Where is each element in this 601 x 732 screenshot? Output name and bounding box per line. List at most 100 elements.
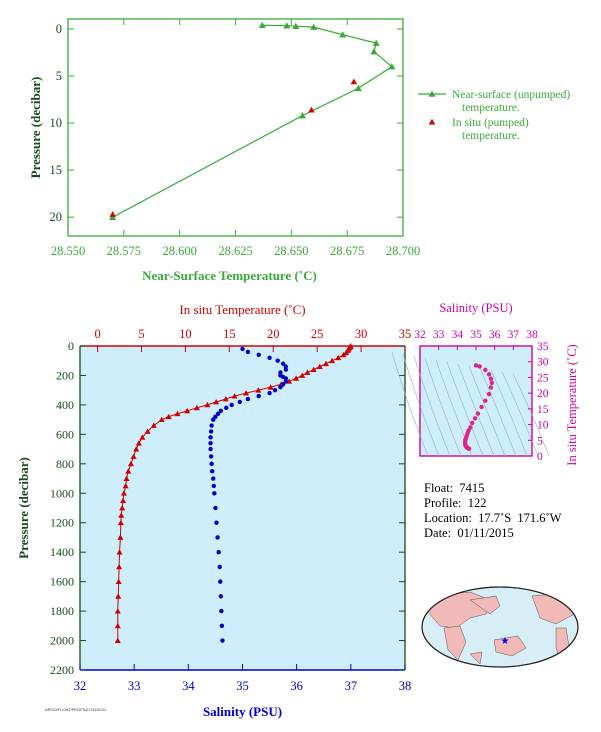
plot-area-frame [67, 18, 404, 237]
temperature-point [116, 563, 123, 570]
density-contour [512, 373, 550, 457]
near-surface-point [283, 22, 291, 29]
temp-tick-label: 25 [311, 327, 324, 341]
world-map: ★ [421, 586, 579, 668]
temperature-point [304, 369, 311, 375]
salinity-tick-label: 37 [345, 679, 358, 693]
salinity-point [217, 564, 222, 570]
ts-y-tick-label: 30 [537, 357, 549, 369]
temperature-point [267, 384, 274, 390]
pressure-tick-label: 2000 [50, 634, 74, 648]
temperature-axis-label: In situ Temperature (˚C) [179, 302, 305, 317]
pressure-tick-label: 1000 [50, 486, 74, 500]
ts-point [477, 364, 482, 369]
salinity-point [208, 454, 214, 459]
salinity-tick-label: 35 [236, 679, 249, 693]
salinity-point [208, 441, 213, 446]
temperature-point [329, 357, 336, 364]
temp-tick-label: 15 [223, 327, 236, 341]
pressure-tick-label: 1800 [50, 604, 74, 618]
density-contour [479, 367, 517, 457]
near-surface-point [388, 63, 396, 70]
temperature-point [130, 453, 137, 459]
ts-diagram-chart: 32 33 34 35 36 37 38 0 5 10 15 20 25 30 35 Salinity (PS… [391, 301, 579, 466]
pressure-tick-label: 200 [56, 368, 74, 382]
salinity-point [219, 623, 225, 629]
salinity-point [267, 390, 272, 396]
temperature-point [116, 549, 123, 555]
temperature-point [184, 407, 191, 414]
salinity-point [272, 387, 278, 393]
salinity-point [208, 435, 213, 440]
x-tick-label: 28.650 [274, 244, 308, 258]
ts-x-tick-label: 35 [470, 329, 482, 341]
ts-point [470, 420, 475, 426]
legend-label-near-surface: Near-surface (unpumped) [452, 89, 570, 101]
ts-point [486, 391, 492, 397]
y-axis-label: Pressure (decibar) [28, 77, 43, 179]
salinity-point [211, 476, 216, 481]
salinity-point [229, 402, 234, 408]
near-surface-point [339, 31, 347, 38]
temperature-point [150, 422, 157, 428]
temperature-point [114, 608, 121, 614]
salinity-point [215, 411, 221, 416]
map-land [427, 591, 578, 665]
temperature-point [335, 354, 342, 361]
plot-area [80, 346, 405, 670]
y-tick-label: 10 [50, 116, 63, 130]
salinity-point [212, 491, 217, 496]
salinity-point [209, 423, 214, 428]
density-contour [446, 361, 484, 457]
x-axis-label: Near-Surface Temperature (˚C) [142, 268, 317, 283]
profile-chart: 0 5 10 15 20 25 30 35 32 33 34 35 36 37 38 0 200 400 600 80… [16, 302, 411, 719]
salinity-point [240, 346, 245, 352]
near-surface-point [354, 84, 362, 92]
salinity-point [209, 461, 214, 467]
temperature-point [158, 416, 165, 423]
float-location-star: ★ [501, 636, 510, 647]
temperature-point [120, 490, 127, 496]
ts-x-tick-label: 36 [489, 329, 501, 341]
ts-point [488, 376, 494, 381]
ts-y-tick-label: 0 [537, 451, 543, 463]
temp-tick-label: 35 [399, 327, 412, 341]
temperature-point [255, 387, 262, 393]
temperature-point [343, 349, 350, 356]
temperature-point [125, 468, 132, 474]
pressure-tick-label: 2200 [50, 663, 74, 677]
map-border [421, 586, 579, 668]
temperature-point [222, 396, 229, 402]
temperature-point [231, 393, 238, 399]
temperature-point [243, 390, 250, 396]
profile-info: Profile: 122 [424, 496, 487, 510]
y-axis-label: Pressure (decibar) [16, 457, 31, 559]
x-tick-label: 28.575 [107, 244, 141, 258]
temperature-point [144, 428, 151, 434]
density-contour [413, 355, 451, 457]
salinity-point [213, 505, 218, 511]
ts-point [486, 372, 492, 377]
location-info: Location: 17.7˚S 171.6˚W [424, 511, 562, 525]
temperature-point [165, 413, 172, 420]
ts-point [483, 398, 488, 403]
salinity-point [283, 379, 289, 384]
temperature-point [114, 622, 121, 629]
float-info: Float: 7415 [424, 481, 485, 495]
salinity-point [280, 382, 286, 387]
temperature-point [299, 372, 306, 378]
salinity-point [215, 535, 220, 540]
salinity-point [219, 608, 224, 614]
temperature-point [120, 497, 127, 504]
temperature-point [193, 404, 200, 411]
in-situ-point [109, 211, 116, 217]
continent-shape [469, 595, 501, 615]
temperature-point [135, 440, 142, 446]
temp-tick-label: 0 [94, 327, 100, 341]
pressure-tick-label: 1200 [50, 516, 74, 530]
near-surface-chart: 28.550 28.575 28.600 28.625 28.650 28.675 28.7… [28, 18, 420, 283]
ts-point [479, 404, 484, 410]
salinity-point [208, 446, 213, 452]
y-tick-label: 5 [56, 69, 62, 83]
